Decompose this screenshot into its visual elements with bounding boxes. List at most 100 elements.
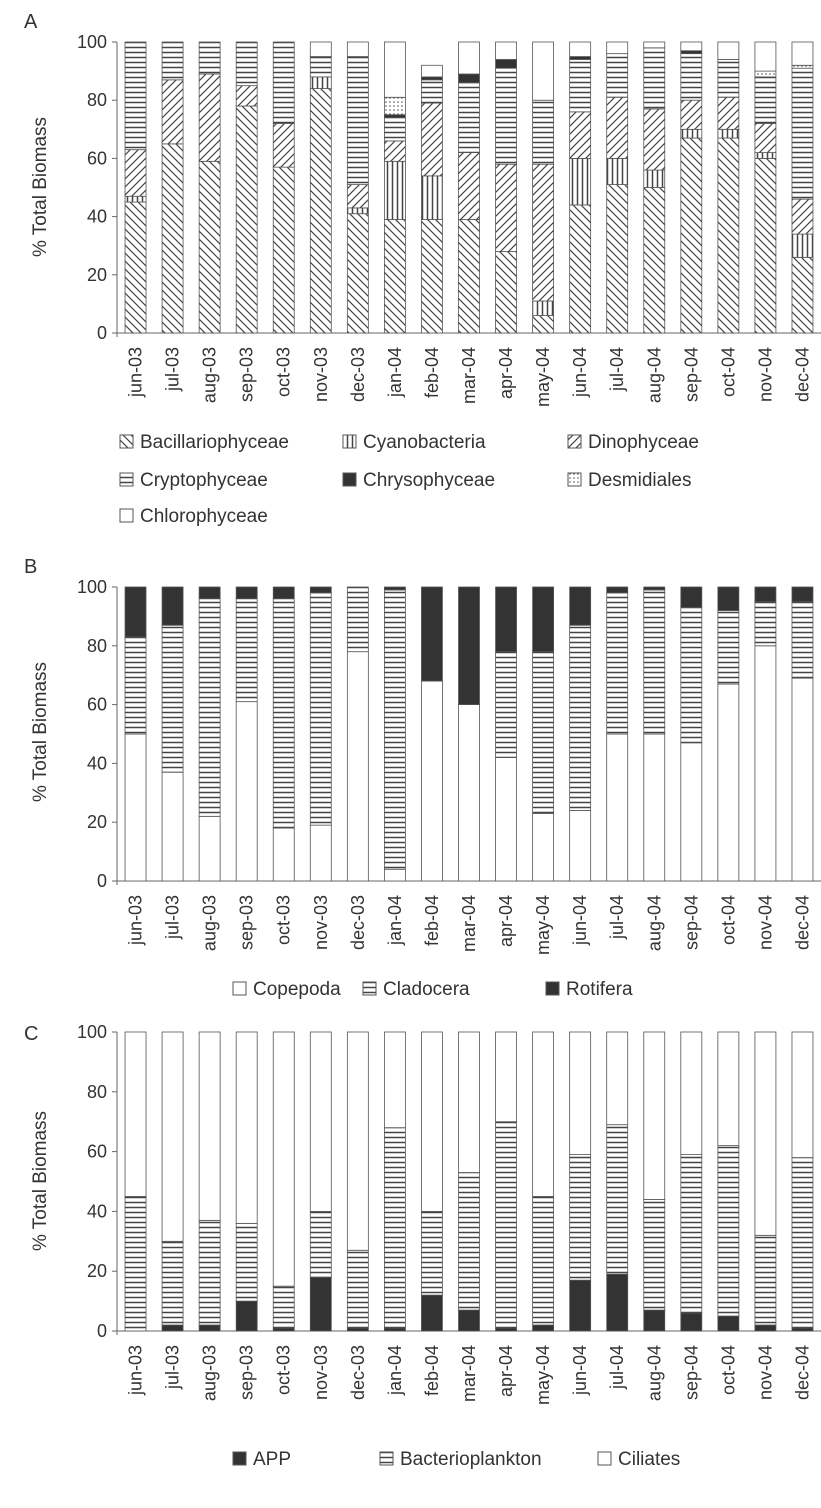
bar-segment-cladocera-sep-03 [235,598,258,703]
bar-segment-chlorophyceae-nov-04 [754,41,777,72]
bar-segment-cladocera-aug-03 [198,598,221,817]
bar-segment-cyanobacteria-feb-04 [421,175,443,220]
bar-segment-dinophyceae-oct-04 [717,96,740,130]
bar-segment-dinophyceae-jul-04 [606,96,629,159]
x-tick-label: mar-04 [459,1345,479,1402]
x-tick-label: nov-04 [755,895,775,950]
bar-segment-cladocera-may-04 [532,651,555,814]
bar-segment-dinophyceae-feb-04 [421,102,443,177]
bar-segment-ciliates-apr-04 [495,1031,517,1123]
bar-segment-app-nov-03 [309,1276,332,1332]
x-tick-label: jan-04 [385,1345,405,1396]
bar-segment-copepoda-may-04 [532,812,555,882]
bar-segment-cryptophyceae-jan-04 [383,117,406,142]
legend-swatch [597,1451,612,1466]
bar-segment-cryptophyceae-may-04 [532,99,555,165]
legend-item-dinophyceae: Dinophyceae [567,432,699,453]
bar-segment-cladocera-oct-03 [272,598,295,829]
bar-segment-cladocera-jun-03 [124,636,147,735]
y-tick-label: 20 [87,265,107,285]
panel-b: B % Total Biomass 0 20 40 60 80 100 jun-03 jul-… [24,556,821,1000]
x-tick-label: sep-03 [237,895,257,950]
bar-segment-bacterioplankton-oct-03 [272,1285,295,1329]
bar-segment-rotifera-sep-04 [680,586,703,608]
bar-segment-cyanobacteria-nov-04 [754,152,777,159]
bar-segment-chlorophyceae-dec-04 [791,41,814,66]
y-tick-label: 60 [87,148,107,168]
bar-segment-ciliates-nov-04 [754,1031,777,1236]
bar-segment-bacillariophyceae-sep-03 [235,105,258,334]
legend-item-cladocera: Cladocera [362,979,470,1000]
y-tick-label: 60 [87,695,107,715]
legend-item-cyanobacteria: Cyanobacteria [342,432,486,453]
x-tick-label: jan-04 [385,895,405,946]
bar-segment-cladocera-jan-04 [383,589,406,870]
bar-segment-rotifera-oct-03 [272,586,295,600]
bar-segment-chlorophyceae-jan-04 [383,41,406,98]
y-tick-label: 40 [87,207,107,227]
x-tick-label: sep-04 [681,347,701,402]
bar-segment-app-jul-04 [606,1273,629,1332]
legend-item-app: APP [232,1449,291,1470]
bar-segment-desmidiales-jan-04 [383,96,406,116]
bar-segment-copepoda-feb-04 [421,680,443,882]
bar-segment-dinophyceae-jan-04 [383,140,406,162]
bar-segment-bacterioplankton-mar-04 [458,1172,480,1311]
bar-segment-dinophyceae-oct-03 [272,123,295,168]
bar-segment-ciliates-jul-03 [161,1031,184,1242]
bar-segment-bacterioplankton-jan-04 [383,1127,406,1329]
bar-segment-desmidiales-dec-04 [791,64,814,69]
bar-segment-chlorophyceae-dec-03 [346,41,369,57]
y-tick-label: 20 [87,812,107,832]
bar-segment-copepoda-aug-03 [198,815,221,882]
legend-label: Cyanobacteria [363,432,486,453]
legend-swatch [342,472,357,487]
bar-segment-ciliates-jun-04 [569,1031,592,1155]
bar-segment-dinophyceae-sep-03 [235,85,258,107]
bar-segment-app-aug-03 [198,1324,221,1332]
bar-segment-chlorophyceae-aug-04 [643,41,666,49]
bar-segment-dinophyceae-sep-04 [680,99,703,130]
bar-segment-bacillariophyceae-nov-04 [754,157,777,334]
bar-segment-app-mar-04 [458,1309,480,1332]
bar-segment-app-aug-04 [643,1309,666,1332]
bar-segment-bacterioplankton-aug-04 [643,1199,666,1311]
bar-segment-cryptophyceae-jul-04 [606,53,629,98]
bar-segment-ciliates-nov-03 [309,1031,332,1212]
bar-segment-ciliates-oct-04 [717,1031,740,1147]
legend-swatch [342,434,357,449]
bar-segment-bacillariophyceae-nov-03 [309,88,332,334]
x-tick-label: jul-04 [607,1345,627,1390]
x-tick-label: jun-03 [126,1345,146,1396]
x-tick-label: may-04 [533,1345,553,1405]
bar-segment-cladocera-oct-04 [717,610,740,685]
x-tick-label: may-04 [533,347,553,407]
bar-segment-rotifera-apr-04 [495,586,517,653]
legend-swatch [545,981,560,996]
bar-segment-bacillariophyceae-aug-03 [198,160,221,334]
bar-segment-rotifera-dec-04 [791,586,814,603]
x-tick-label: oct-03 [274,347,294,397]
x-tick-label: jul-03 [163,895,183,940]
bar-segment-rotifera-aug-04 [643,586,666,591]
bar-segment-chrysophyceae-apr-04 [495,59,517,69]
x-tick-label: jun-03 [126,895,146,946]
bar-segment-copepoda-jun-04 [569,810,592,882]
bar-segment-rotifera-jul-03 [161,586,184,626]
x-tick-label: aug-04 [644,1345,664,1401]
bar-segment-cladocera-jul-03 [161,624,184,773]
x-tick-label: jul-03 [163,347,183,392]
x-tick-label: sep-04 [681,895,701,950]
bar-segment-bacterioplankton-nov-03 [309,1211,332,1278]
bar-segment-cryptophyceae-nov-03 [309,56,332,78]
bar-segment-app-may-04 [532,1324,555,1332]
bar-segment-chlorophyceae-oct-04 [717,41,740,60]
bar-segment-bacterioplankton-apr-04 [495,1121,517,1329]
bar-segment-dinophyceae-dec-04 [791,198,814,235]
bar-segment-dinophyceae-jun-03 [124,149,147,197]
bar-segment-cryptophyceae-feb-04 [421,79,443,104]
bar-segment-cyanobacteria-jun-03 [124,195,147,203]
bar-segment-rotifera-may-04 [532,586,555,653]
bar-segment-ciliates-oct-03 [272,1031,295,1287]
